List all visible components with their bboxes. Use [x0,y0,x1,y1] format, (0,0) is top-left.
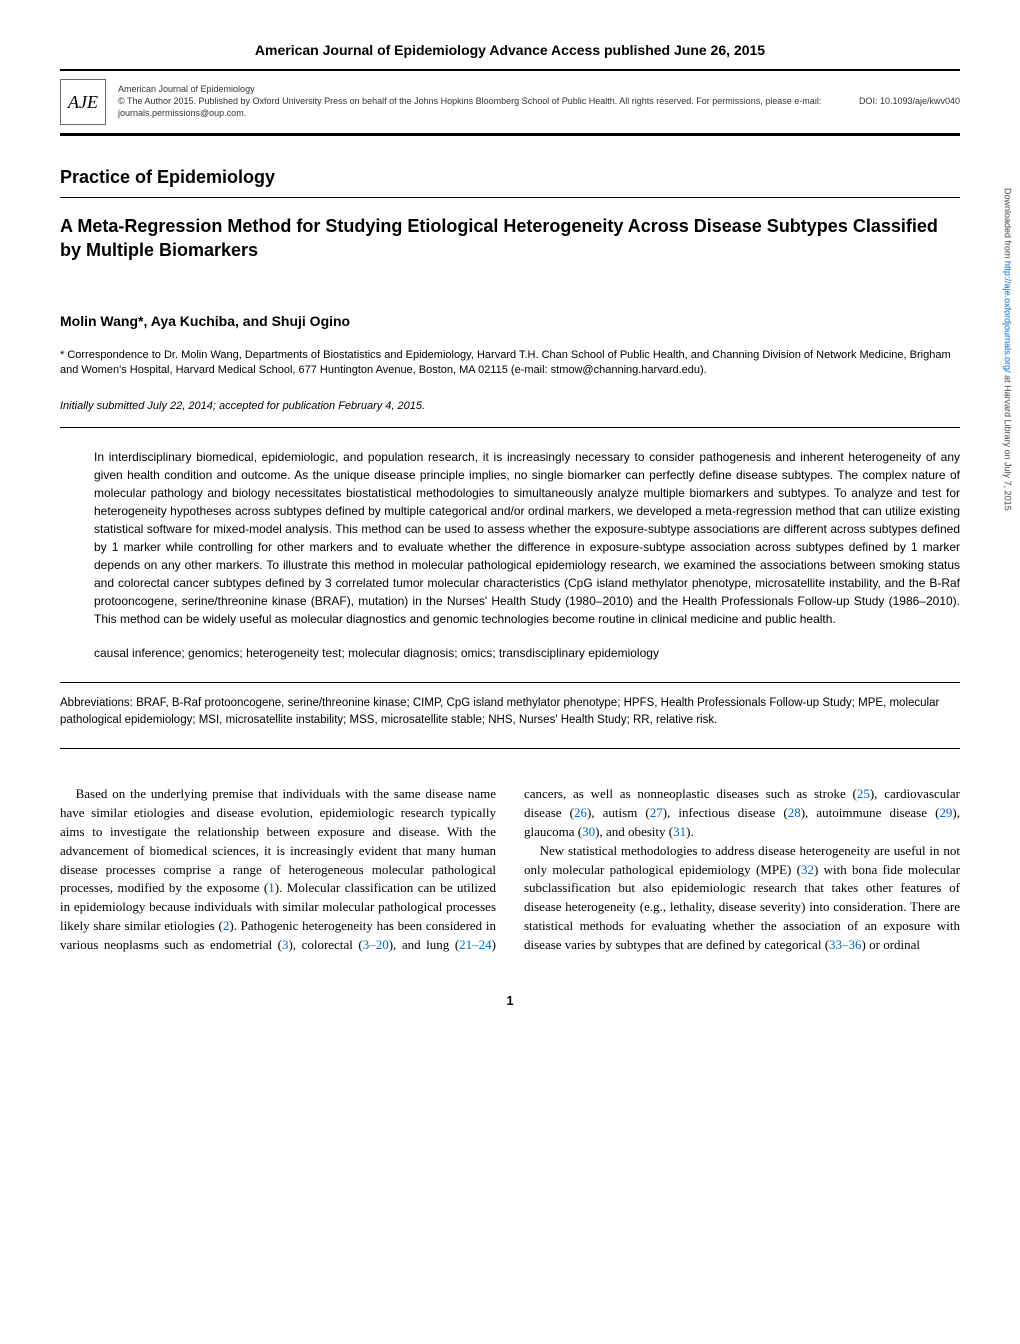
reference-link[interactable]: 21–24 [459,937,492,952]
article-title: A Meta-Regression Method for Studying Et… [60,214,960,263]
reference-link[interactable]: 3–20 [363,937,389,952]
reference-link[interactable]: 28 [788,805,801,820]
sidebar-link[interactable]: http://aje.oxfordjournals.org/ [1003,261,1013,373]
author-list: Molin Wang*, Aya Kuchiba, and Shuji Ogin… [60,311,960,332]
body-text-run: ), and lung ( [389,937,459,952]
reference-link[interactable]: 25 [857,786,870,801]
journal-meta: American Journal of Epidemiology © The A… [118,84,847,119]
body-text-run: ). [686,824,694,839]
body-text: Based on the underlying premise that ind… [60,785,960,955]
doi-label: DOI: 10.1093/aje/kwv040 [859,95,960,109]
journal-header: AJE American Journal of Epidemiology © T… [60,69,960,136]
reference-link[interactable]: 31 [673,824,686,839]
journal-name: American Journal of Epidemiology [118,84,847,96]
correspondence-note: * Correspondence to Dr. Molin Wang, Depa… [60,348,960,379]
download-attribution: Downloaded from http://aje.oxfordjournal… [1001,188,1015,511]
abstract-block: In interdisciplinary biomedical, epidemi… [60,427,960,683]
reference-link[interactable]: 26 [574,805,587,820]
reference-link[interactable]: 29 [939,805,952,820]
journal-logo: AJE [60,79,106,125]
sidebar-pre: Downloaded from [1003,188,1013,261]
page-number: 1 [60,991,960,1011]
abbreviations: Abbreviations: BRAF, B-Raf protooncogene… [60,695,960,749]
keywords: causal inference; genomics; heterogeneit… [94,644,960,662]
section-heading: Practice of Epidemiology [60,164,960,191]
body-paragraph: New statistical methodologies to address… [524,842,960,955]
reference-link[interactable]: 30 [582,824,595,839]
body-text-run: ), colorectal ( [288,937,362,952]
abstract-text: In interdisciplinary biomedical, epidemi… [94,448,960,628]
body-text-run: ), autoimmune disease ( [801,805,940,820]
reference-link[interactable]: 32 [801,862,814,877]
reference-link[interactable]: 27 [650,805,663,820]
body-text-run: ), autism ( [587,805,650,820]
journal-copyright: © The Author 2015. Published by Oxford U… [118,96,847,119]
body-text-run: ) or ordinal [862,937,920,952]
divider [60,197,960,198]
submission-dates: Initially submitted July 22, 2014; accep… [60,398,960,415]
body-text-run: ), infectious disease ( [663,805,788,820]
advance-access-banner: American Journal of Epidemiology Advance… [60,40,960,61]
body-text-run: ), and obesity ( [595,824,673,839]
reference-link[interactable]: 33–36 [829,937,862,952]
sidebar-post: at Harvard Library on July 7, 2015 [1003,373,1013,511]
